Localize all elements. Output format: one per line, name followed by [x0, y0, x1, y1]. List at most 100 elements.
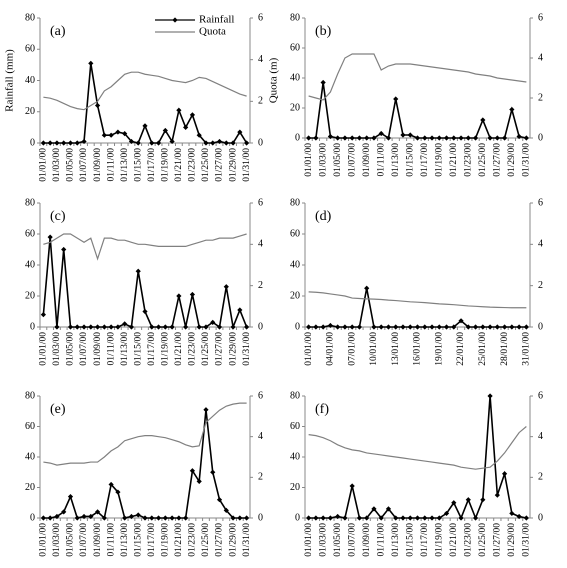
- x-tick-label: 01/17/00: [420, 523, 430, 557]
- x-tick-label: 01/01/00: [39, 523, 49, 557]
- y2-tick-label: 6: [538, 12, 543, 23]
- rainfall-point: [414, 515, 421, 521]
- rainfall-point: [61, 509, 67, 515]
- series-line: [43, 402, 247, 466]
- rainfall-point: [429, 324, 435, 330]
- rainfall-point: [149, 515, 155, 521]
- y-tick-label: 20: [25, 482, 35, 493]
- rainfall-point: [155, 515, 162, 521]
- y-tick-label: 20: [290, 290, 300, 301]
- rainfall-point: [196, 478, 202, 484]
- y2-tick-label: 0: [258, 137, 263, 148]
- rainfall-point: [54, 324, 60, 330]
- rainfall-point: [400, 515, 406, 521]
- y2-tick-label: 0: [258, 512, 263, 523]
- x-tick-label: 01/21/00: [174, 148, 184, 182]
- x-tick-label: 01/29/00: [507, 523, 517, 557]
- rainfall-point: [40, 515, 46, 521]
- rainfall-point: [223, 507, 229, 513]
- x-tick-label: 31/01/00: [522, 332, 532, 366]
- x-tick-label: 01/01/00: [304, 332, 314, 366]
- rainfall-point: [210, 140, 216, 146]
- y2-tick-label: 4: [258, 54, 263, 65]
- rainfall-point: [516, 133, 522, 140]
- rainfall-point: [501, 324, 508, 330]
- x-tick-label: 01/27/00: [215, 523, 225, 557]
- rainfall-point: [436, 135, 442, 141]
- rainfall-point: [458, 135, 464, 141]
- rainfall-point: [356, 324, 363, 330]
- y2-tick-label: 6: [258, 197, 263, 208]
- rainfall-point: [230, 324, 236, 330]
- x-tick-label: 01/17/00: [147, 148, 157, 182]
- x-tick-label: 01/27/00: [493, 523, 503, 557]
- x-tick-label: 01/13/00: [391, 523, 401, 557]
- y-tick-label: 60: [290, 421, 300, 432]
- y-tick-label: 40: [290, 451, 300, 462]
- rainfall-point: [342, 135, 348, 141]
- rainfall-point: [244, 140, 250, 146]
- y-tick-label: 0: [295, 321, 300, 332]
- rainfall-point: [40, 312, 46, 318]
- rainfall-point: [203, 324, 209, 330]
- rainfall-point: [122, 321, 128, 327]
- x-tick-label: 01/15/00: [133, 332, 143, 366]
- rainfall-point: [183, 124, 189, 130]
- rainfall-point: [414, 135, 421, 141]
- rainfall-point: [74, 324, 80, 330]
- x-tick-label: 01/09/00: [93, 332, 103, 366]
- x-tick-label: 01/31/00: [522, 523, 532, 557]
- rainfall-point: [523, 324, 529, 330]
- rainfall-point: [364, 285, 370, 291]
- rainfall-point: [407, 324, 413, 330]
- rainfall-point: [210, 469, 216, 475]
- rainfall-point: [122, 131, 128, 137]
- x-tick-label: 01/01/00: [39, 332, 49, 366]
- y2-tick-label: 0: [538, 132, 543, 143]
- rainfall-point: [135, 512, 141, 518]
- rainfall-point: [494, 492, 500, 498]
- x-tick-label: 01/03/00: [52, 523, 62, 557]
- rainfall-point: [422, 324, 428, 330]
- x-tick-label: 01/19/00: [161, 523, 171, 557]
- x-tick-label: 01/13/00: [120, 148, 130, 182]
- rainfall-point: [162, 515, 168, 521]
- rainfall-point: [216, 497, 223, 503]
- y2-tick-label: 4: [538, 239, 543, 250]
- rainfall-point: [54, 513, 60, 520]
- y-tick-label: 80: [290, 390, 300, 401]
- rainfall-point: [480, 497, 486, 503]
- x-tick-label: 01/21/00: [449, 523, 459, 557]
- rainfall-point: [54, 140, 60, 146]
- series-line: [308, 82, 527, 140]
- x-tick-label: 01/15/00: [405, 523, 415, 557]
- x-tick-label: 25/01/00: [478, 332, 488, 366]
- rainfall-point: [487, 393, 493, 399]
- rainfall-point: [371, 324, 377, 330]
- rainfall-point: [81, 513, 87, 520]
- y2-axis-label: Quota (m): [268, 57, 280, 103]
- rainfall-point: [472, 135, 479, 141]
- rainfall-point: [393, 515, 399, 521]
- rainfall-point: [223, 284, 229, 290]
- rainfall-point: [74, 515, 80, 521]
- y-tick-label: 20: [290, 102, 300, 113]
- rainfall-point: [67, 324, 74, 330]
- rainfall-point: [135, 268, 141, 274]
- rainfall-point: [364, 135, 370, 141]
- rainfall-point: [88, 60, 94, 66]
- y-tick-label: 0: [30, 512, 35, 523]
- rainfall-point: [149, 324, 155, 330]
- y2-tick-label: 6: [258, 12, 263, 23]
- rainfall-point: [422, 515, 428, 521]
- rainfall-point: [230, 515, 236, 521]
- rainfall-point: [494, 135, 500, 141]
- rainfall-point: [400, 132, 406, 138]
- y-tick-label: 20: [25, 290, 35, 301]
- rainfall-point: [480, 324, 486, 330]
- rainfall-point: [176, 293, 182, 299]
- rainfall-point: [108, 481, 114, 488]
- y2-tick-label: 4: [538, 52, 543, 63]
- legend-marker: [172, 17, 178, 23]
